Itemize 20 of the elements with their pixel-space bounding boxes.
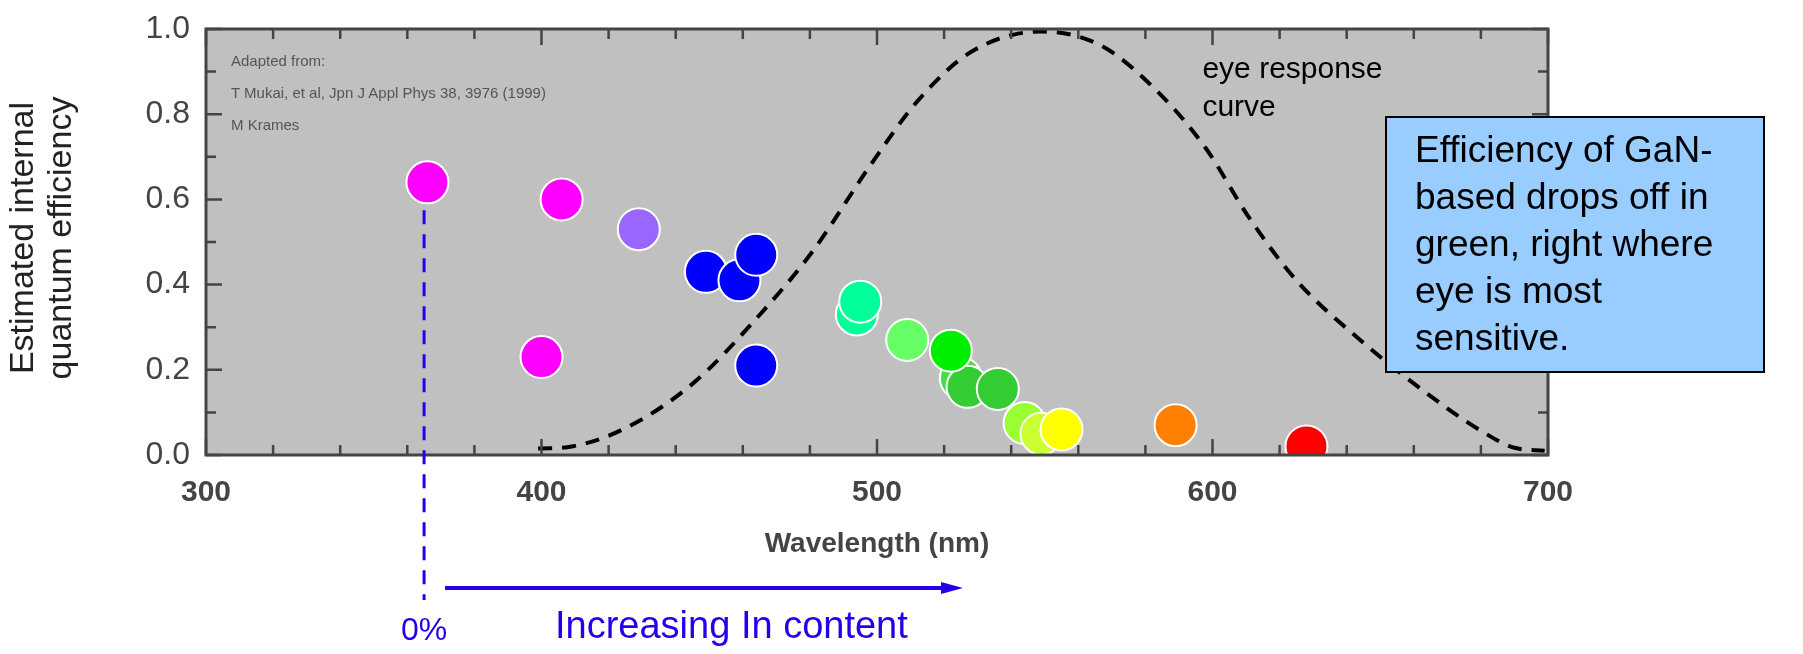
y-tick-label: 1.0 bbox=[145, 8, 190, 45]
y-tick-label: 0.4 bbox=[145, 264, 190, 301]
y-tick-label: 0.6 bbox=[145, 179, 190, 216]
x-tick-label: 500 bbox=[851, 474, 903, 508]
annotation: T Mukai, et al, Jpn J Appl Phys 38, 3976 (1999) bbox=[231, 84, 546, 102]
x-tick-label: 600 bbox=[1187, 474, 1238, 508]
y-tick-label: 0.0 bbox=[145, 434, 190, 471]
text: Increasing In content bbox=[555, 604, 908, 647]
y-axis-title: Estimated internal quantum efficiency bbox=[2, 95, 78, 382]
y-tick-label: 0.2 bbox=[145, 349, 190, 386]
text: 0% bbox=[400, 611, 448, 647]
y-tick-label: 0.8 bbox=[145, 94, 190, 131]
series-label: eye response curve bbox=[1202, 50, 1383, 122]
x-tick-label: 300 bbox=[180, 474, 232, 508]
x-tick-label: 700 bbox=[1522, 474, 1574, 508]
x-tick-label: 400 bbox=[516, 474, 567, 508]
annotation: Efficiency of GaN-based drops off in green, right where eye is most sensitive. bbox=[1385, 116, 1765, 373]
annotation: M Krames bbox=[231, 116, 300, 134]
annotation: Adapted from: bbox=[231, 52, 326, 70]
x-axis-title: Wavelength (nm) bbox=[764, 526, 990, 558]
